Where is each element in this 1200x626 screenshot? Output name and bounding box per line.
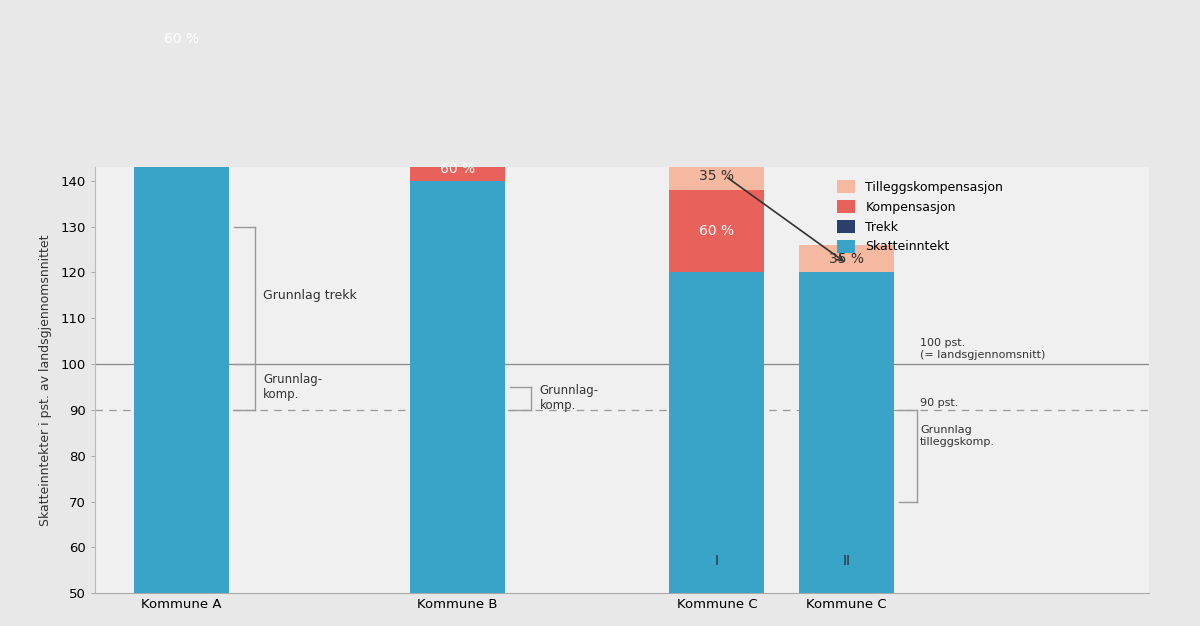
Legend: Tilleggskompensasjon, Kompensasjon, Trekk, Skatteinntekt: Tilleggskompensasjon, Kompensasjon, Trek… (832, 175, 1008, 259)
Bar (133, 80, 229, 593)
Text: 100 pst.
(= landsgjennomsnitt): 100 pst. (= landsgjennomsnitt) (920, 338, 1045, 359)
Bar (410, 158, 505, 181)
Bar (799, 272, 894, 593)
Y-axis label: Skatteinntekter i pst. av landsgjennomsnnittet: Skatteinntekter i pst. av landsgjennomsn… (38, 234, 52, 526)
Bar (410, 181, 505, 593)
Text: 60 %: 60 % (700, 224, 734, 239)
Text: 60 %: 60 % (163, 32, 199, 46)
Text: 90 pst.: 90 pst. (920, 398, 959, 408)
Text: I: I (715, 554, 719, 568)
Bar (133, 0, 229, 80)
Bar (670, 272, 764, 593)
Text: 35 %: 35 % (829, 252, 864, 266)
Bar (670, 163, 764, 190)
Text: Grunnlag-
komp.: Grunnlag- komp. (540, 384, 599, 413)
Bar (670, 190, 764, 272)
Text: II: II (842, 554, 851, 568)
Bar (799, 245, 894, 272)
Text: 60 %: 60 % (440, 162, 475, 177)
Text: Grunnlag
tilleggskomp.: Grunnlag tilleggskomp. (920, 425, 995, 446)
Text: Grunnlag trekk: Grunnlag trekk (263, 289, 356, 302)
Text: 35 %: 35 % (700, 169, 734, 183)
Text: Grunnlag-
komp.: Grunnlag- komp. (263, 373, 323, 401)
